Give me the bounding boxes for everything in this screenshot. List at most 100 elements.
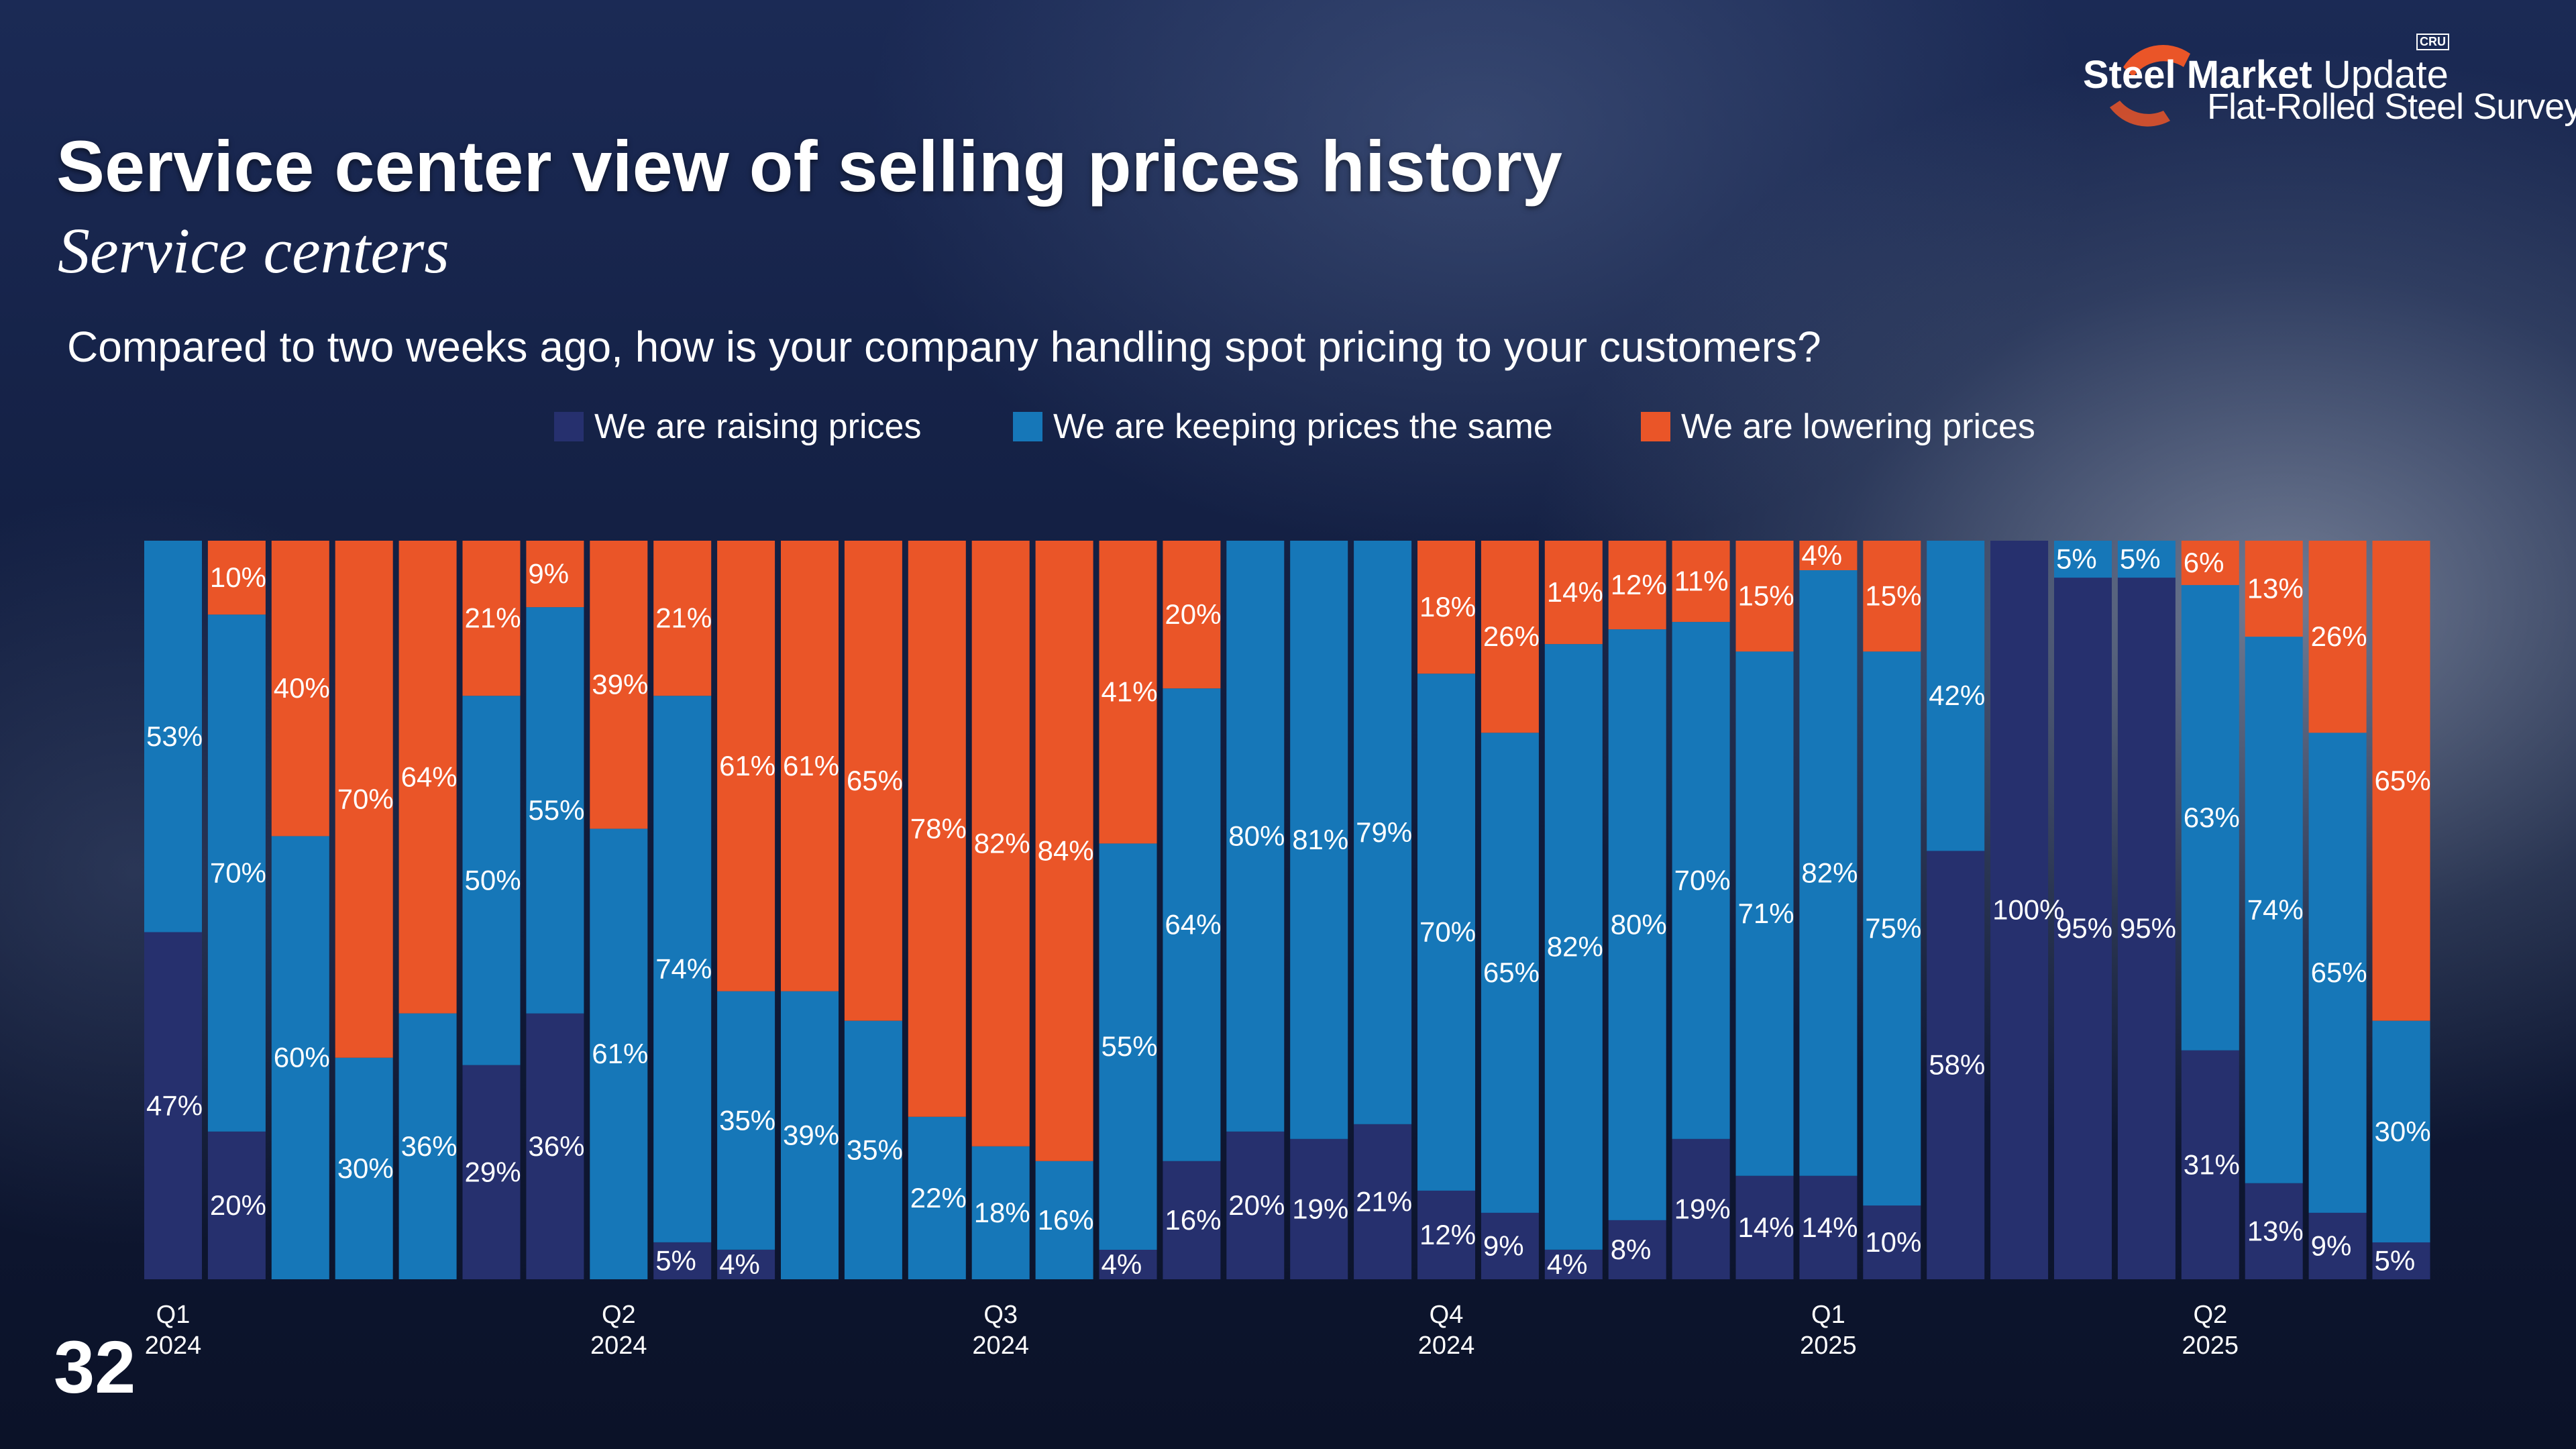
bar-same-32 bbox=[2181, 585, 2239, 1051]
x-tick-year-2: 2024 bbox=[972, 1332, 1029, 1360]
bar-same-30 bbox=[2054, 541, 2112, 578]
legend-label-same: We are keeping prices the same bbox=[1053, 407, 1553, 446]
label-raising-28: 58% bbox=[1929, 1049, 1985, 1081]
bar-same-6 bbox=[526, 607, 584, 1014]
label-same-14: 16% bbox=[1038, 1204, 1094, 1236]
label-lowering-13: 82% bbox=[974, 827, 1030, 859]
bar-lowering-32 bbox=[2181, 541, 2239, 586]
bar-same-23 bbox=[1608, 629, 1666, 1220]
bar-raising-35 bbox=[2372, 1242, 2430, 1280]
label-lowering-8: 21% bbox=[655, 602, 712, 634]
x-tick-quarter-0: Q1 bbox=[156, 1301, 191, 1329]
bar-raising-34 bbox=[2308, 1212, 2367, 1279]
x-tick-year-5: 2025 bbox=[2182, 1332, 2239, 1360]
label-lowering-7: 39% bbox=[592, 669, 648, 700]
steel-market-update-logo: Steel Market Update Flat-Rolled Steel Su… bbox=[2083, 27, 2576, 141]
label-same-35: 30% bbox=[2375, 1116, 2431, 1147]
label-lowering-14: 84% bbox=[1038, 835, 1094, 866]
bar-same-2 bbox=[271, 836, 329, 1279]
label-same-16: 64% bbox=[1165, 909, 1221, 941]
label-same-4: 36% bbox=[401, 1130, 458, 1162]
x-tick-quarter-2: Q3 bbox=[983, 1301, 1018, 1329]
label-lowering-34: 26% bbox=[2311, 621, 2367, 652]
label-same-32: 63% bbox=[2184, 802, 2240, 833]
label-lowering-33: 13% bbox=[2247, 573, 2304, 604]
bar-same-26 bbox=[1799, 570, 1858, 1176]
bar-lowering-33 bbox=[2245, 541, 2303, 637]
bar-raising-15 bbox=[1099, 1250, 1157, 1279]
bar-lowering-7 bbox=[590, 541, 648, 829]
label-lowering-21: 26% bbox=[1483, 621, 1540, 652]
label-raising-29: 100% bbox=[1992, 894, 2064, 926]
bar-lowering-34 bbox=[2308, 541, 2367, 733]
label-raising-16: 16% bbox=[1165, 1204, 1221, 1236]
label-raising-18: 19% bbox=[1292, 1193, 1348, 1224]
bar-same-12 bbox=[908, 1116, 966, 1279]
bar-lowering-11 bbox=[844, 541, 902, 1021]
logo-brand-light: Update bbox=[2322, 53, 2449, 97]
bar-raising-21 bbox=[1481, 1212, 1539, 1279]
label-lowering-3: 70% bbox=[337, 783, 394, 814]
label-lowering-6: 9% bbox=[528, 558, 569, 590]
label-same-11: 35% bbox=[847, 1134, 903, 1165]
bar-lowering-12 bbox=[908, 541, 966, 1117]
label-raising-25: 14% bbox=[1738, 1212, 1794, 1243]
bar-lowering-25 bbox=[1735, 541, 1794, 652]
bar-lowering-26 bbox=[1799, 541, 1858, 570]
label-same-30: 5% bbox=[2056, 543, 2097, 575]
legend-item-same: We are keeping prices the same bbox=[1013, 407, 1553, 447]
label-raising-27: 10% bbox=[1865, 1226, 1921, 1258]
label-raising-24: 19% bbox=[1674, 1193, 1731, 1224]
bar-same-8 bbox=[653, 696, 712, 1242]
bar-raising-6 bbox=[526, 1013, 584, 1279]
bar-lowering-1 bbox=[207, 541, 266, 615]
logo-arc-icon bbox=[2110, 45, 2190, 127]
label-raising-6: 36% bbox=[528, 1130, 584, 1162]
bar-raising-20 bbox=[1417, 1190, 1475, 1279]
page-title: Service center view of selling prices hi… bbox=[56, 125, 1562, 207]
legend-item-lowering: We are lowering prices bbox=[1641, 407, 2035, 447]
bar-same-24 bbox=[1672, 622, 1730, 1139]
label-same-18: 81% bbox=[1292, 824, 1348, 855]
x-tick-quarter-3: Q4 bbox=[1430, 1301, 1464, 1329]
label-same-3: 30% bbox=[337, 1152, 394, 1184]
label-same-5: 50% bbox=[465, 865, 521, 896]
label-same-0: 53% bbox=[146, 720, 203, 752]
survey-question: Compared to two weeks ago, how is your c… bbox=[67, 323, 1821, 371]
bar-lowering-24 bbox=[1672, 541, 1730, 623]
label-same-1: 70% bbox=[210, 857, 266, 889]
bar-raising-26 bbox=[1799, 1175, 1858, 1279]
label-lowering-22: 14% bbox=[1547, 576, 1603, 608]
x-tick-year-4: 2025 bbox=[1800, 1332, 1857, 1360]
bar-same-34 bbox=[2308, 733, 2367, 1213]
label-raising-26: 14% bbox=[1801, 1212, 1858, 1243]
label-raising-9: 4% bbox=[719, 1248, 760, 1280]
label-same-21: 65% bbox=[1483, 957, 1540, 988]
bar-lowering-23 bbox=[1608, 541, 1666, 630]
label-same-19: 79% bbox=[1356, 816, 1412, 848]
label-same-6: 55% bbox=[528, 794, 584, 826]
label-raising-22: 4% bbox=[1547, 1248, 1588, 1280]
legend-swatch-lowering bbox=[1641, 412, 1670, 441]
label-raising-0: 47% bbox=[146, 1089, 203, 1121]
label-same-22: 82% bbox=[1547, 931, 1603, 963]
label-lowering-24: 11% bbox=[1674, 566, 1729, 597]
bar-same-28 bbox=[1927, 541, 1985, 851]
bar-lowering-35 bbox=[2372, 541, 2430, 1021]
bar-raising-16 bbox=[1163, 1161, 1221, 1279]
bar-same-14 bbox=[1035, 1161, 1093, 1279]
bar-raising-5 bbox=[462, 1065, 521, 1279]
bar-raising-17 bbox=[1226, 1131, 1285, 1279]
bar-same-18 bbox=[1290, 541, 1348, 1139]
bar-same-17 bbox=[1226, 541, 1285, 1132]
label-same-2: 60% bbox=[274, 1042, 330, 1073]
bar-same-10 bbox=[781, 991, 839, 1279]
label-same-7: 61% bbox=[592, 1038, 648, 1069]
bar-raising-30 bbox=[2054, 578, 2112, 1279]
bar-lowering-21 bbox=[1481, 541, 1539, 733]
label-lowering-20: 18% bbox=[1419, 591, 1476, 623]
bar-same-9 bbox=[717, 991, 775, 1250]
label-lowering-32: 6% bbox=[2184, 547, 2224, 578]
bar-same-21 bbox=[1481, 733, 1539, 1213]
label-lowering-12: 78% bbox=[910, 812, 967, 844]
